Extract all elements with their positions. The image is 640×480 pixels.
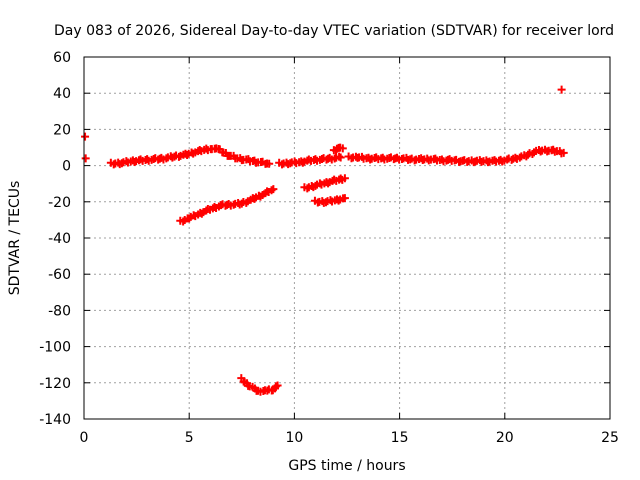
grid-lines <box>84 57 610 419</box>
data-point <box>340 174 349 183</box>
chart-title: Day 083 of 2026, Sidereal Day-to-day VTE… <box>54 23 614 39</box>
y-tick-label: -60 <box>48 267 71 283</box>
data-point <box>303 184 312 193</box>
y-tick-label: -40 <box>48 231 71 247</box>
y-tick-label: -140 <box>39 412 71 428</box>
x-tick-label: 25 <box>601 430 619 446</box>
plot-frame <box>83 56 611 420</box>
data-point <box>185 214 194 223</box>
data-point <box>174 152 183 161</box>
y-tick-label: -20 <box>48 195 71 211</box>
data-point <box>250 194 259 203</box>
data-point <box>269 185 278 194</box>
y-tick-label: -100 <box>39 340 71 356</box>
data-point <box>557 85 566 94</box>
y-tick-label: 0 <box>62 159 71 175</box>
y-tick-label: 40 <box>53 86 71 102</box>
data-point <box>81 154 90 163</box>
data-point <box>515 153 524 162</box>
data-point <box>81 132 90 141</box>
y-tick-label: 60 <box>53 50 71 66</box>
data-point <box>298 158 307 167</box>
data-points <box>81 85 568 396</box>
x-axis-ticks: 0 5 10 15 20 25 <box>80 57 619 446</box>
data-point <box>179 217 188 226</box>
data-point <box>324 179 333 188</box>
data-point <box>183 150 192 159</box>
x-tick-label: 5 <box>185 430 194 446</box>
data-point <box>336 153 345 162</box>
data-point <box>559 148 568 157</box>
data-point <box>338 144 347 153</box>
x-tick-label: 10 <box>285 430 303 446</box>
data-point <box>273 381 282 390</box>
y-tick-label: 20 <box>53 122 71 138</box>
y-tick-label: -120 <box>39 376 71 392</box>
data-point <box>311 181 320 190</box>
data-point <box>340 194 349 203</box>
x-axis-label: GPS time / hours <box>288 458 405 474</box>
x-tick-label: 15 <box>391 430 409 446</box>
y-tick-label: -80 <box>48 303 71 319</box>
x-tick-label: 0 <box>80 430 89 446</box>
y-axis-label: SDTVAR / TECUs <box>7 181 23 296</box>
data-point <box>242 198 251 207</box>
data-point <box>197 209 206 218</box>
data-point <box>265 159 274 168</box>
y-axis-ticks: -140 -120 -100 -80 -60 -40 -20 0 20 40 60 <box>39 50 610 428</box>
data-point <box>334 196 343 205</box>
x-tick-label: 20 <box>496 430 514 446</box>
